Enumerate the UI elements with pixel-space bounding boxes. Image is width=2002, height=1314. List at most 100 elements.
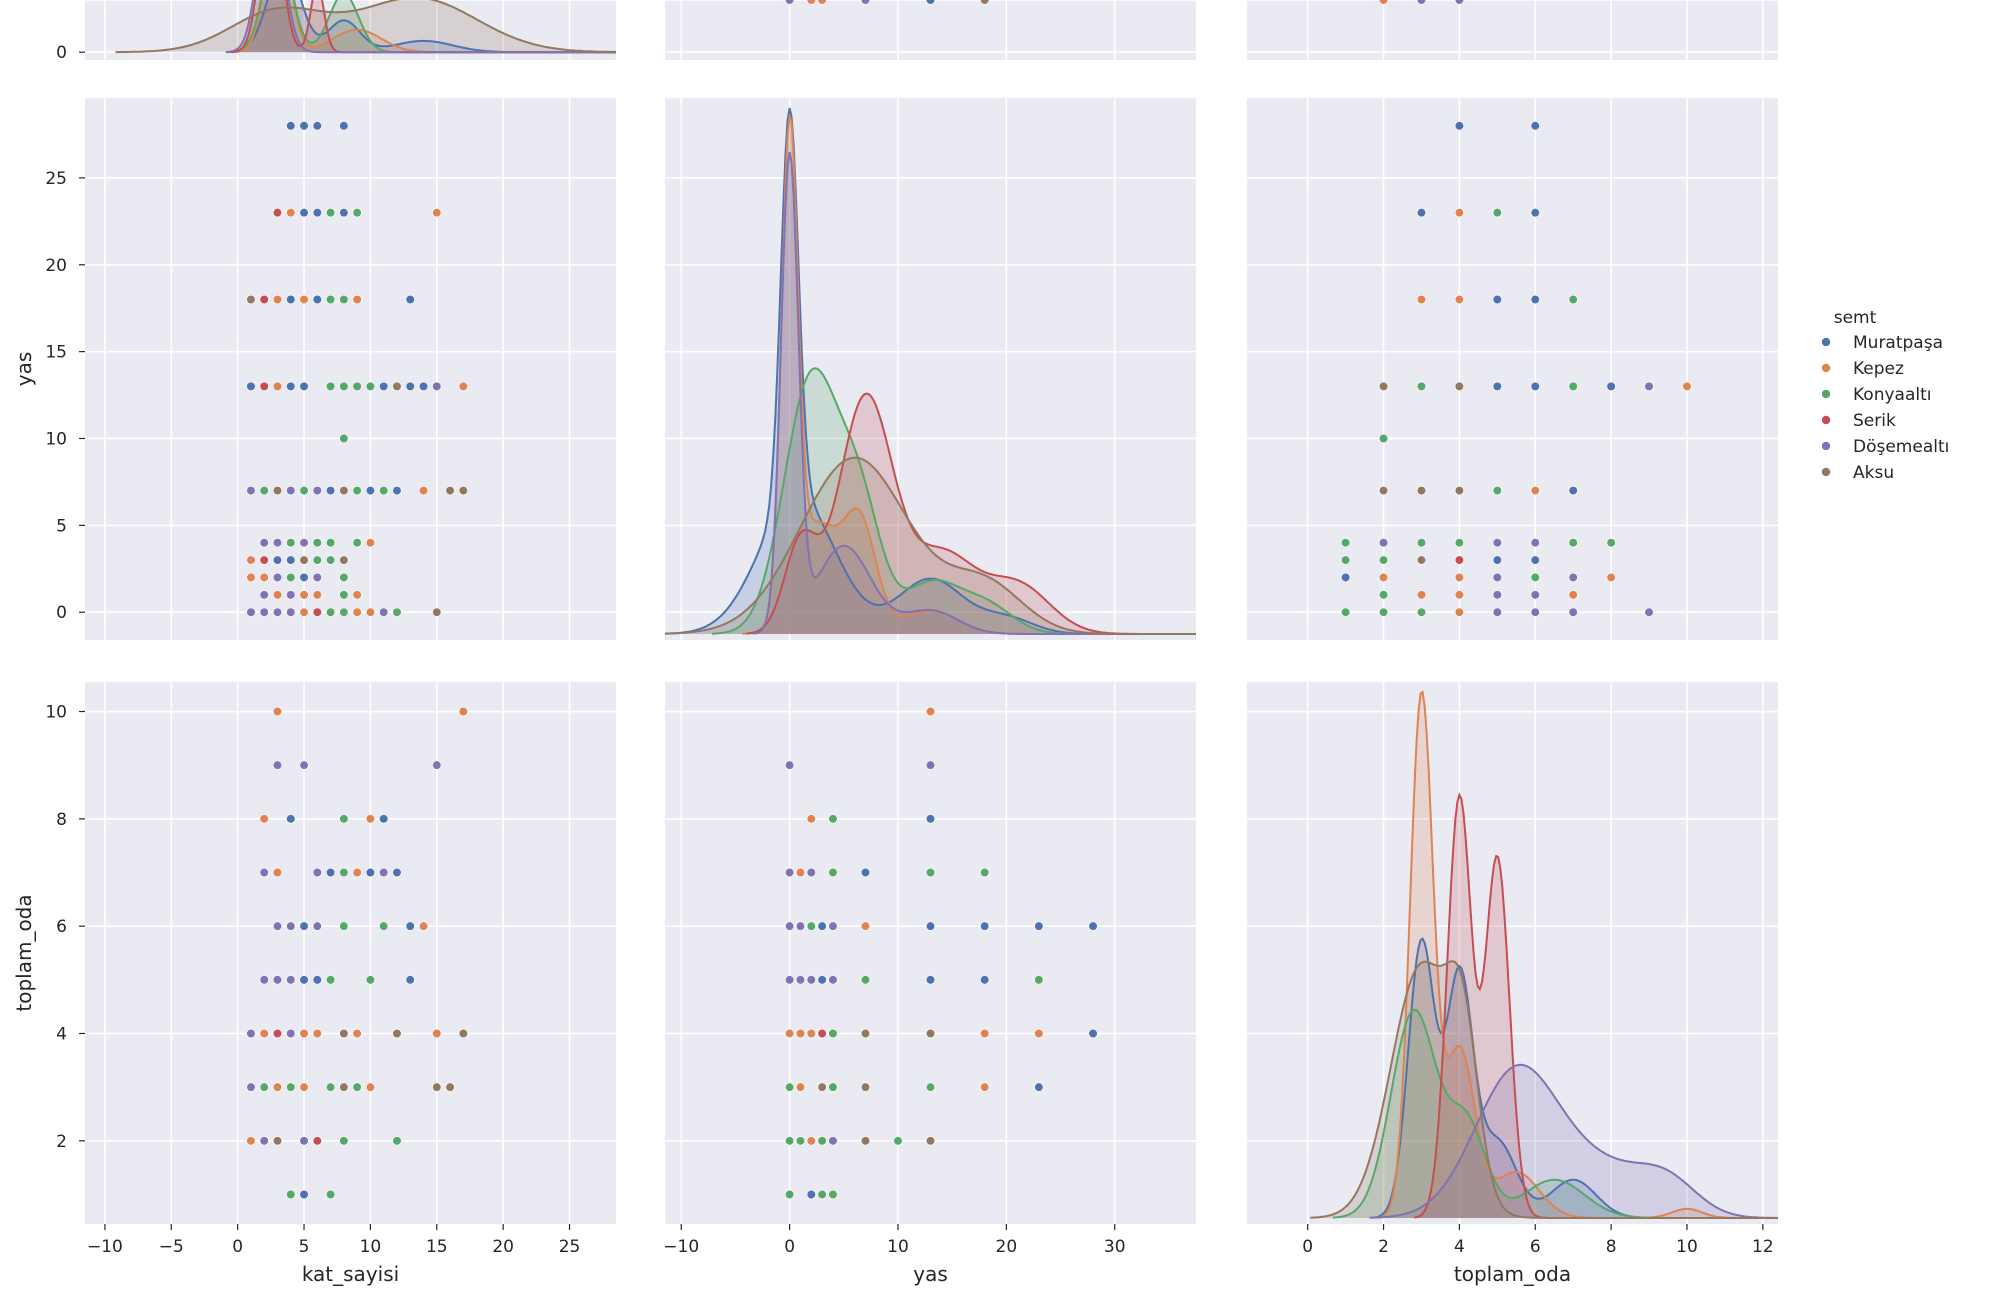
x-tick-label: 0 [1302, 1237, 1313, 1257]
scatter-point [458, 381, 468, 391]
x-tick-label: 6 [1530, 1237, 1541, 1257]
panel-toplam_oda-vs-toplam_oda [1247, 682, 1778, 1224]
scatter-point [1454, 0, 1464, 5]
scatter-point [339, 1028, 349, 1039]
y-tick-label: 25 [45, 169, 67, 189]
scatter-point [785, 867, 795, 878]
scatter-point [1378, 0, 1389, 5]
scatter-point [785, 760, 795, 770]
scatter-point [299, 760, 309, 770]
scatter-point [339, 607, 349, 617]
scatter-point [365, 607, 376, 617]
scatter-point [339, 572, 349, 583]
scatter-point [806, 814, 816, 824]
scatter-point [312, 294, 322, 305]
scatter-point [785, 975, 795, 985]
scatter-point [379, 867, 389, 878]
scatter-point [1378, 607, 1389, 617]
scatter-point [860, 1082, 871, 1092]
legend-entry: Konyaaltı [1853, 385, 1931, 405]
scatter-point [1530, 294, 1540, 305]
panel-toplam_oda-vs-kat_sayisi [85, 682, 616, 1224]
scatter-point [1088, 1028, 1098, 1039]
scatter-point [259, 538, 269, 548]
scatter-point [272, 1136, 283, 1146]
y-axis-label: yas [12, 352, 36, 387]
scatter-point [980, 1028, 990, 1039]
legend-marker [1821, 415, 1831, 425]
scatter-point [1341, 555, 1351, 565]
scatter-point [299, 555, 309, 565]
scatter-point [1568, 590, 1578, 600]
x-tick-label: 10 [1676, 1237, 1698, 1257]
scatter-point [405, 381, 415, 391]
scatter-point [299, 572, 309, 583]
scatter-point [259, 555, 269, 565]
scatter-point [1416, 538, 1427, 548]
scatter-point [925, 760, 936, 770]
scatter-point [817, 975, 827, 985]
scatter-point [286, 975, 296, 985]
scatter-point [1416, 555, 1427, 565]
scatter-point [339, 555, 349, 565]
panel-content [665, 98, 1196, 640]
scatter-point [365, 975, 376, 985]
scatter-point [432, 208, 442, 218]
scatter-point [432, 607, 442, 617]
scatter-point [325, 381, 336, 391]
panel-kat_sayisi-vs-toplam_oda [1247, 0, 1778, 60]
panel-kat_sayisi-vs-yas [665, 0, 1196, 60]
scatter-point [1530, 208, 1540, 218]
scatter-point [1530, 607, 1540, 617]
scatter-point [828, 921, 838, 931]
scatter-point [312, 867, 322, 878]
scatter-point [445, 486, 455, 496]
panel-background [1247, 682, 1778, 1224]
legend-marker [1821, 389, 1831, 399]
scatter-point [392, 486, 402, 496]
x-tick-label: 2 [1378, 1237, 1389, 1257]
legend-entry: Aksu [1853, 463, 1894, 483]
scatter-point [1454, 121, 1464, 131]
scatter-point [980, 921, 990, 931]
scatter-point [1416, 294, 1427, 305]
scatter-point [1454, 486, 1464, 496]
scatter-point [299, 1136, 309, 1146]
scatter-point [1492, 486, 1502, 496]
panel-background [665, 682, 1196, 1224]
scatter-point [339, 208, 349, 218]
y-tick-label: 15 [45, 343, 67, 363]
scatter-point [1378, 538, 1389, 548]
scatter-point [299, 607, 309, 617]
x-axis-label: kat_sayisi [302, 1262, 399, 1286]
y-tick-label: 8 [56, 810, 67, 830]
scatter-point [259, 294, 269, 305]
scatter-point [379, 814, 389, 824]
scatter-point [352, 486, 362, 496]
legend: semt Muratpaşa Kepez Konyaaltı Serik Döşemeal… [1821, 308, 1949, 483]
scatter-point [299, 381, 309, 391]
scatter-point [860, 867, 871, 878]
scatter-point [339, 867, 349, 878]
scatter-point [925, 0, 936, 5]
kde-line [115, 0, 616, 54]
scatter-point [259, 1082, 269, 1092]
scatter-point [1034, 1028, 1044, 1039]
scatter-point [259, 381, 269, 391]
scatter-point [272, 538, 283, 548]
scatter-point [365, 867, 376, 878]
y-tick-label: 4 [56, 1024, 67, 1044]
scatter-point [272, 921, 283, 931]
panel-toplam_oda-vs-yas [665, 682, 1196, 1224]
scatter-point [286, 1082, 296, 1092]
scatter-point [1416, 0, 1427, 5]
x-tick-label: 30 [1104, 1237, 1126, 1257]
scatter-point [860, 921, 871, 931]
scatter-point [806, 921, 816, 931]
panel-content [85, 0, 616, 60]
kde-area [225, 0, 616, 53]
scatter-point [1568, 381, 1578, 391]
scatter-point [1530, 486, 1540, 496]
scatter-point [246, 607, 256, 617]
